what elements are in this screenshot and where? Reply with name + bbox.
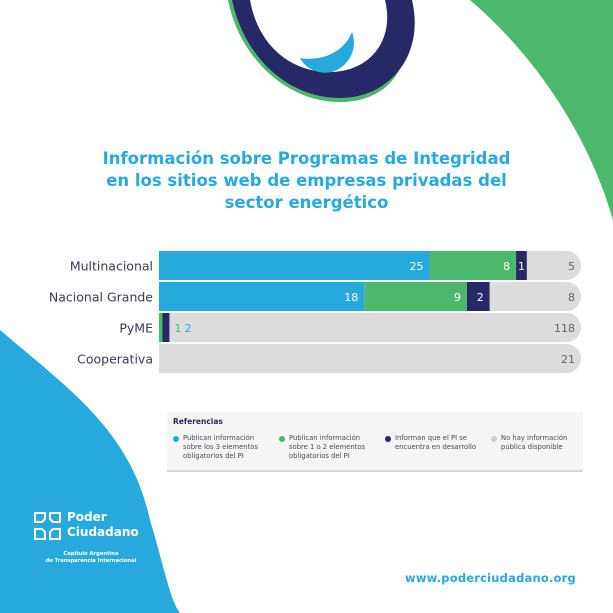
bar-segment [159,251,430,280]
bar-value-label: 25 [410,260,424,273]
bar-row [159,251,581,280]
bar-value-label: 2 [184,322,191,335]
bar-segment [159,282,365,311]
navy-ring-arc [232,0,415,98]
chart-title: Información sobre Programas de Integrida… [60,148,553,214]
legend-label: Informan que el PI se encuentra en desar… [395,434,477,451]
category-label: Multinacional [70,259,153,274]
title-line: sector energético [224,193,389,212]
category-label: PyME [119,321,153,336]
bar-value-label: 118 [554,322,575,335]
logo-line: Ciudadano [67,525,139,539]
bar-segment [159,313,163,342]
bar-segment [364,282,467,311]
bar-segment [526,251,581,280]
bar-row [159,344,581,373]
bar-value-label: 1 [518,260,525,273]
legend-swatch [279,436,285,442]
title-line: en los sitios web de empresas privadas d… [106,171,507,190]
bar-value-label: 1 [174,322,181,335]
bar-value-label: 9 [454,291,461,304]
bar-segment [429,251,517,280]
logo-wordmark: Poder Ciudadano [67,510,139,540]
cyan-wave-shape [0,330,180,613]
bar-segment [516,251,527,280]
bar-row [159,282,581,311]
bar-value-label: 18 [344,291,358,304]
logo-speech-bubbles-icon [34,512,61,540]
legend-label: Publican información sobre 1 o 2 element… [289,434,366,460]
bar-segment [169,313,581,342]
category-label: Nacional Grande [49,290,153,305]
logo-sub-line: de Transparencia Internacional [45,558,137,564]
green-corner-shape [470,0,613,220]
legend-swatch [173,436,179,442]
legend-swatch [385,436,391,442]
website-link[interactable]: www.poderciudadano.org [405,571,576,585]
bar-segment [466,282,490,311]
legend-swatch [491,436,497,442]
title-line: Información sobre Programas de Integrida… [102,149,511,168]
poder-ciudadano-logo: Poder Ciudadano [33,510,139,545]
bar-value-label: 5 [568,260,575,273]
bar-value-label: 21 [561,353,575,366]
bar-segment [159,344,581,373]
bar-segment [489,282,581,311]
logo-subtitle: Capítulo Argentino de Transparencia Inte… [31,551,151,565]
bar-value-label: 8 [568,291,575,304]
bar-value-label: 2 [477,291,484,304]
bar-segment [162,313,170,342]
legend-label: No hay información pública disponible [501,434,568,451]
logo-sub-line: Capítulo Argentino [63,551,119,557]
legend-title: Referencias [173,417,223,426]
bar-row [159,313,581,342]
bar-value-label: 8 [503,260,510,273]
logo-line: Poder [67,510,107,524]
legend: Referencias Publican información sobre l… [167,412,583,472]
cyan-ring-arc [300,32,354,73]
legend-label: Publican información sobre los 3 element… [183,434,258,460]
category-label: Cooperativa [77,352,153,367]
